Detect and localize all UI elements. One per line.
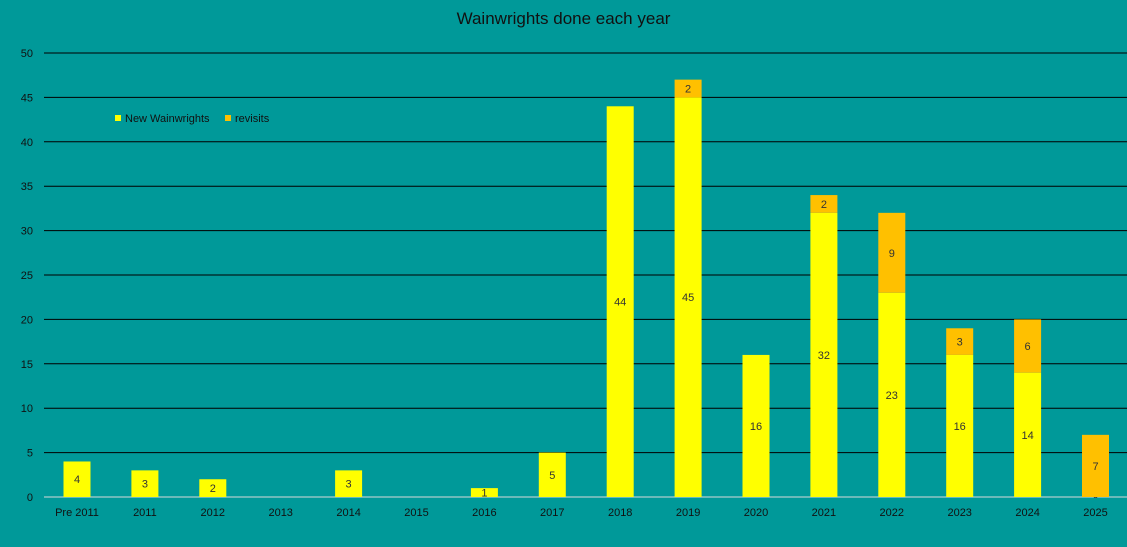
data-label: 44 bbox=[614, 297, 626, 309]
y-tick-label: 5 bbox=[27, 448, 33, 460]
data-label: 1 bbox=[481, 488, 487, 500]
data-label: 2 bbox=[821, 199, 827, 211]
x-tick-label: 2020 bbox=[744, 507, 768, 519]
data-label: 14 bbox=[1021, 430, 1033, 442]
bar-revisits bbox=[1014, 319, 1042, 373]
bar-new-wainwrights bbox=[810, 212, 838, 497]
x-tick-label: 2014 bbox=[336, 507, 360, 519]
bar-revisits bbox=[810, 195, 838, 213]
x-tick-label: 2012 bbox=[201, 507, 225, 519]
y-tick-label: 20 bbox=[21, 314, 33, 326]
legend-label-revisits: revisits bbox=[235, 113, 270, 125]
data-label: 16 bbox=[954, 421, 966, 433]
y-tick-label: 30 bbox=[21, 226, 33, 238]
x-tick-label: 2013 bbox=[268, 507, 292, 519]
x-tick-label: 2018 bbox=[608, 507, 632, 519]
data-label: 16 bbox=[750, 421, 762, 433]
bar-new-wainwrights bbox=[335, 470, 363, 497]
y-tick-label: 40 bbox=[21, 137, 33, 149]
legend-label-new-wainwrights: New Wainwrights bbox=[125, 113, 210, 125]
chart-title: Wainwrights done each year bbox=[456, 9, 671, 28]
y-tick-label: 35 bbox=[21, 181, 33, 193]
data-label: 2 bbox=[210, 483, 216, 495]
bar-new-wainwrights bbox=[606, 106, 634, 497]
data-label: 4 bbox=[74, 474, 80, 486]
data-label: 3 bbox=[142, 479, 148, 491]
bar-new-wainwrights bbox=[946, 354, 974, 497]
x-tick-label: 2024 bbox=[1015, 507, 1039, 519]
y-tick-label: 15 bbox=[21, 359, 33, 371]
data-label: 45 bbox=[682, 292, 694, 304]
bar-new-wainwrights bbox=[63, 461, 91, 497]
y-tick-label: 10 bbox=[21, 403, 33, 415]
data-label: 5 bbox=[549, 470, 555, 482]
bar-revisits bbox=[674, 79, 702, 98]
data-label: 3 bbox=[346, 479, 352, 491]
bar-new-wainwrights bbox=[470, 488, 498, 497]
bar-revisits bbox=[878, 212, 906, 293]
data-label: 6 bbox=[1025, 341, 1031, 353]
bar-new-wainwrights bbox=[131, 470, 159, 497]
bar-revisits bbox=[1082, 434, 1109, 497]
bar-revisits bbox=[946, 328, 974, 355]
legend-swatch-new-wainwrights bbox=[115, 115, 121, 121]
data-label: 32 bbox=[818, 350, 830, 362]
x-tick-label: Pre 2011 bbox=[55, 507, 99, 519]
x-tick-label: 2011 bbox=[133, 507, 157, 519]
y-tick-label: 0 bbox=[27, 492, 33, 504]
x-tick-label: 2015 bbox=[404, 507, 428, 519]
x-tick-label: 2022 bbox=[880, 507, 904, 519]
data-label: 7 bbox=[1092, 461, 1098, 473]
bar-new-wainwrights bbox=[674, 97, 702, 498]
data-label: 2 bbox=[685, 84, 691, 96]
y-tick-label: 50 bbox=[21, 48, 33, 60]
legend-swatch-revisits bbox=[225, 115, 231, 121]
x-tick-label: 2023 bbox=[947, 507, 971, 519]
data-label: 23 bbox=[886, 390, 898, 402]
x-tick-label: 2019 bbox=[676, 507, 700, 519]
bar-new-wainwrights bbox=[1014, 372, 1042, 497]
bar-new-wainwrights bbox=[878, 292, 906, 497]
x-tick-label: 2021 bbox=[812, 507, 836, 519]
data-label: 9 bbox=[889, 248, 895, 260]
data-label: 3 bbox=[957, 337, 963, 349]
x-tick-label: 2017 bbox=[540, 507, 564, 519]
bar-new-wainwrights bbox=[742, 354, 770, 497]
bar-new-wainwrights bbox=[538, 452, 566, 497]
y-tick-label: 25 bbox=[21, 270, 33, 282]
y-tick-label: 45 bbox=[21, 92, 33, 104]
x-tick-label: 2016 bbox=[472, 507, 496, 519]
x-tick-label: 2025 bbox=[1083, 507, 1107, 519]
bar-new-wainwrights bbox=[199, 479, 227, 497]
